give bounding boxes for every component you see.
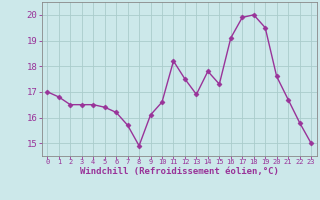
X-axis label: Windchill (Refroidissement éolien,°C): Windchill (Refroidissement éolien,°C) — [80, 167, 279, 176]
